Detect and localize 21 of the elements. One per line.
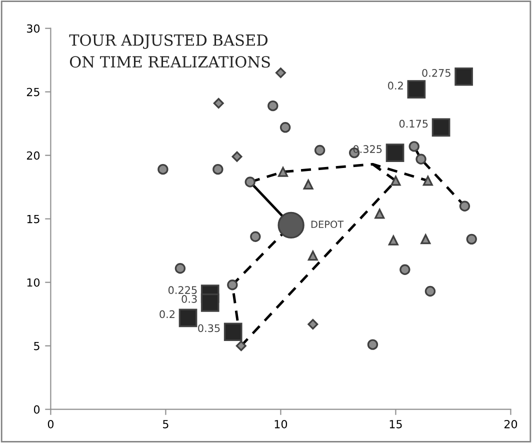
series-label: DEPOT xyxy=(311,220,344,228)
y-tick-label: 10 xyxy=(27,278,40,287)
y-tick-label: 5 xyxy=(34,342,40,350)
y-tick-label: 15 xyxy=(27,214,40,224)
annotation: 0.2 xyxy=(388,82,403,90)
y-tick-label: 20 xyxy=(26,151,40,160)
annotation: 0.275 xyxy=(422,68,450,77)
annotation: 0.225 xyxy=(168,286,197,294)
x-tick-label: 10 xyxy=(274,420,288,428)
annotation: 0.35 xyxy=(198,324,220,332)
x-tick-label: 0 xyxy=(48,420,54,428)
annotation: 0.175 xyxy=(399,120,428,128)
y-tick-label: 25 xyxy=(26,88,40,96)
x-tick-label: 5 xyxy=(163,420,168,428)
annotation: 0.2 xyxy=(160,310,174,318)
x-tick-label: 15 xyxy=(390,420,402,428)
y-tick-label: 0 xyxy=(34,405,40,414)
x-tick-label: 20 xyxy=(504,420,518,428)
text: TOUR ADJUSTED BASED ON TIME REALIZATIONS xyxy=(69,34,270,68)
annotation: 0.3 xyxy=(182,295,197,303)
y-tick-label: 30 xyxy=(26,24,40,33)
